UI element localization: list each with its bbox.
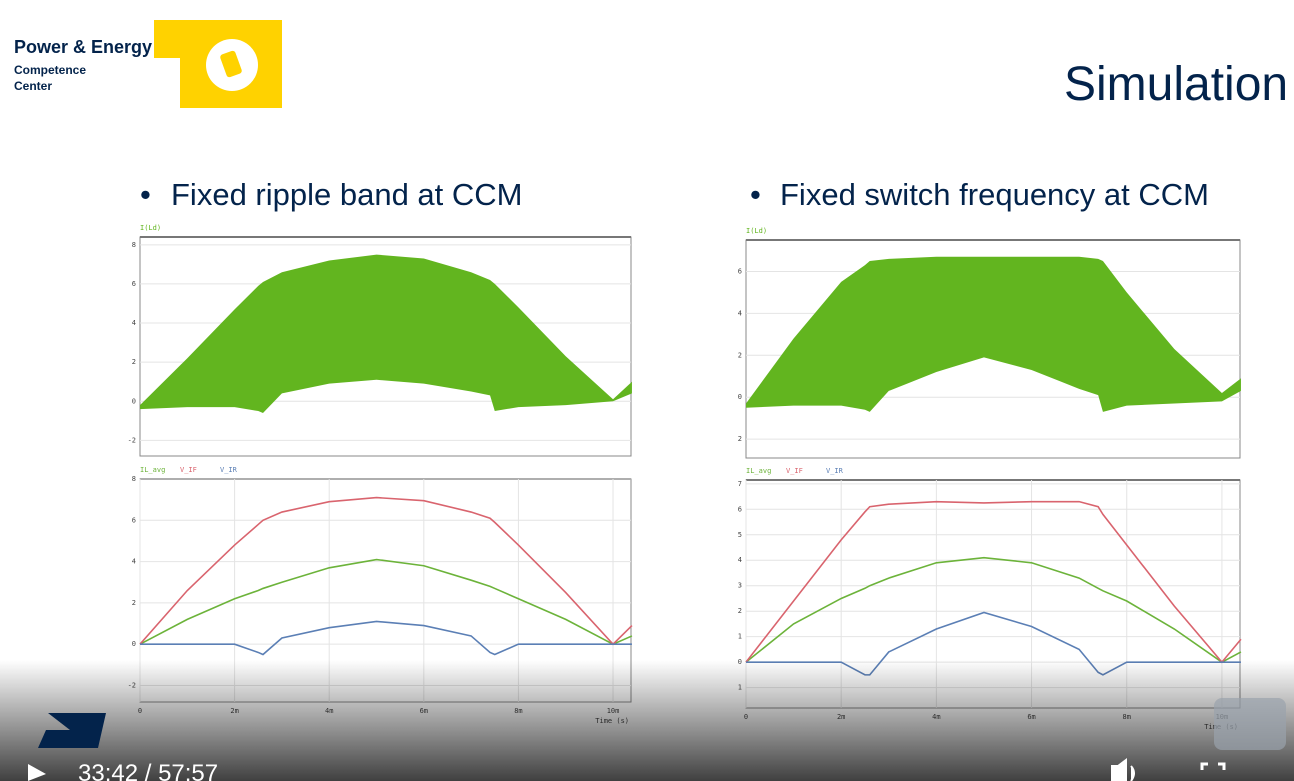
y-tick-label: 5 — [738, 531, 742, 539]
y-tick-label: 6 — [132, 516, 136, 524]
slide-title: Simulation — [1064, 58, 1288, 111]
y-tick-label: -2 — [128, 436, 136, 444]
y-tick-label: 3 — [738, 582, 742, 590]
bullet: Fixed ripple band at CCM — [171, 177, 523, 212]
series-line — [139, 558, 633, 646]
bullet-mark: • — [750, 177, 761, 212]
y-tick-label: 0 — [132, 640, 136, 648]
y-tick-label: 6 — [738, 267, 742, 275]
y-tick-label: 8 — [132, 241, 136, 249]
bullet: Fixed switch frequency at CCM — [780, 177, 1209, 212]
legend-label: V_IF — [180, 466, 197, 474]
brand-line: Competence — [14, 63, 86, 77]
play-button[interactable] — [28, 764, 46, 781]
chat-watermark — [1214, 698, 1286, 750]
time-display: 33:42 / 57:57 — [78, 760, 218, 781]
legend-label: V_IR — [220, 466, 238, 474]
y-tick-label: 7 — [738, 480, 742, 488]
y-tick-label: 6 — [132, 280, 136, 288]
bullet-mark: • — [140, 177, 151, 212]
ripple-band — [140, 254, 632, 413]
y-tick-label: 4 — [132, 558, 136, 566]
fullscreen-button[interactable] — [1200, 762, 1226, 770]
brand-line: Power & Energy — [14, 37, 152, 57]
y-tick-label: 6 — [738, 505, 742, 513]
legend-label: I(Ld) — [746, 227, 767, 235]
y-tick-label: 2 — [132, 358, 136, 366]
volume-button[interactable] — [1111, 758, 1135, 781]
y-tick-label: 1 — [738, 633, 742, 641]
legend-label: I(Ld) — [140, 224, 161, 232]
ripple-band — [746, 256, 1241, 412]
y-tick-label: 2 — [132, 599, 136, 607]
y-tick-label: 4 — [738, 309, 742, 317]
st-logo — [38, 713, 106, 748]
series-line — [140, 620, 632, 656]
controls-shade — [0, 660, 1294, 781]
brand-line: Center — [14, 79, 52, 93]
legend-label: V_IF — [786, 467, 803, 475]
series-line — [745, 556, 1242, 664]
legend-label: IL_avg — [746, 467, 771, 475]
series-line — [139, 496, 633, 646]
y-tick-label: 2 — [738, 435, 742, 443]
legend-label: IL_avg — [140, 466, 165, 474]
y-tick-label: 2 — [738, 607, 742, 615]
y-tick-label: 2 — [738, 351, 742, 359]
series-line — [745, 500, 1242, 664]
legend-label: V_IR — [826, 467, 844, 475]
y-tick-label: 4 — [738, 556, 742, 564]
y-tick-label: 0 — [132, 397, 136, 405]
y-tick-label: 8 — [132, 475, 136, 483]
battery-icon — [220, 50, 242, 78]
y-tick-label: 4 — [132, 319, 136, 327]
y-tick-label: 0 — [738, 393, 742, 401]
